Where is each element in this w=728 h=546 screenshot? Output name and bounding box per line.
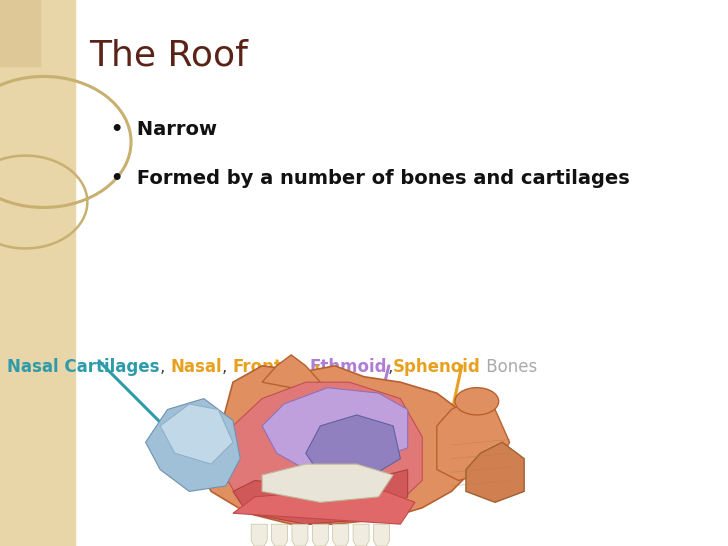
Text: •  Narrow: • Narrow <box>111 120 218 139</box>
Text: Bones: Bones <box>480 358 537 376</box>
Polygon shape <box>437 399 510 480</box>
Polygon shape <box>353 524 369 546</box>
Text: Frontal: Frontal <box>233 358 299 376</box>
Bar <box>0 0 40 66</box>
Polygon shape <box>272 524 288 546</box>
Polygon shape <box>197 366 480 524</box>
Polygon shape <box>373 524 389 546</box>
Polygon shape <box>333 524 349 546</box>
Text: Ethmoid: Ethmoid <box>310 358 387 376</box>
Polygon shape <box>251 524 267 546</box>
Bar <box>0 0 75 546</box>
Ellipse shape <box>455 388 499 415</box>
Text: ,: , <box>387 358 393 376</box>
Polygon shape <box>218 382 422 519</box>
Text: Nasal Cartilages: Nasal Cartilages <box>7 358 159 376</box>
Text: The Roof: The Roof <box>90 38 248 72</box>
Polygon shape <box>466 442 524 502</box>
Polygon shape <box>146 399 240 491</box>
Polygon shape <box>262 464 393 502</box>
Text: Sphenoid: Sphenoid <box>393 358 480 376</box>
Polygon shape <box>262 355 320 388</box>
Polygon shape <box>233 491 415 524</box>
Polygon shape <box>292 524 308 546</box>
Text: ,: , <box>299 358 310 376</box>
Text: Nasal: Nasal <box>170 358 222 376</box>
Text: ,: , <box>222 358 233 376</box>
Polygon shape <box>233 470 408 524</box>
Text: •  Formed by a number of bones and cartilages: • Formed by a number of bones and cartil… <box>111 169 630 188</box>
Polygon shape <box>306 415 400 480</box>
Polygon shape <box>312 524 328 546</box>
Polygon shape <box>262 388 408 470</box>
Text: ,: , <box>159 358 170 376</box>
Polygon shape <box>160 404 233 464</box>
